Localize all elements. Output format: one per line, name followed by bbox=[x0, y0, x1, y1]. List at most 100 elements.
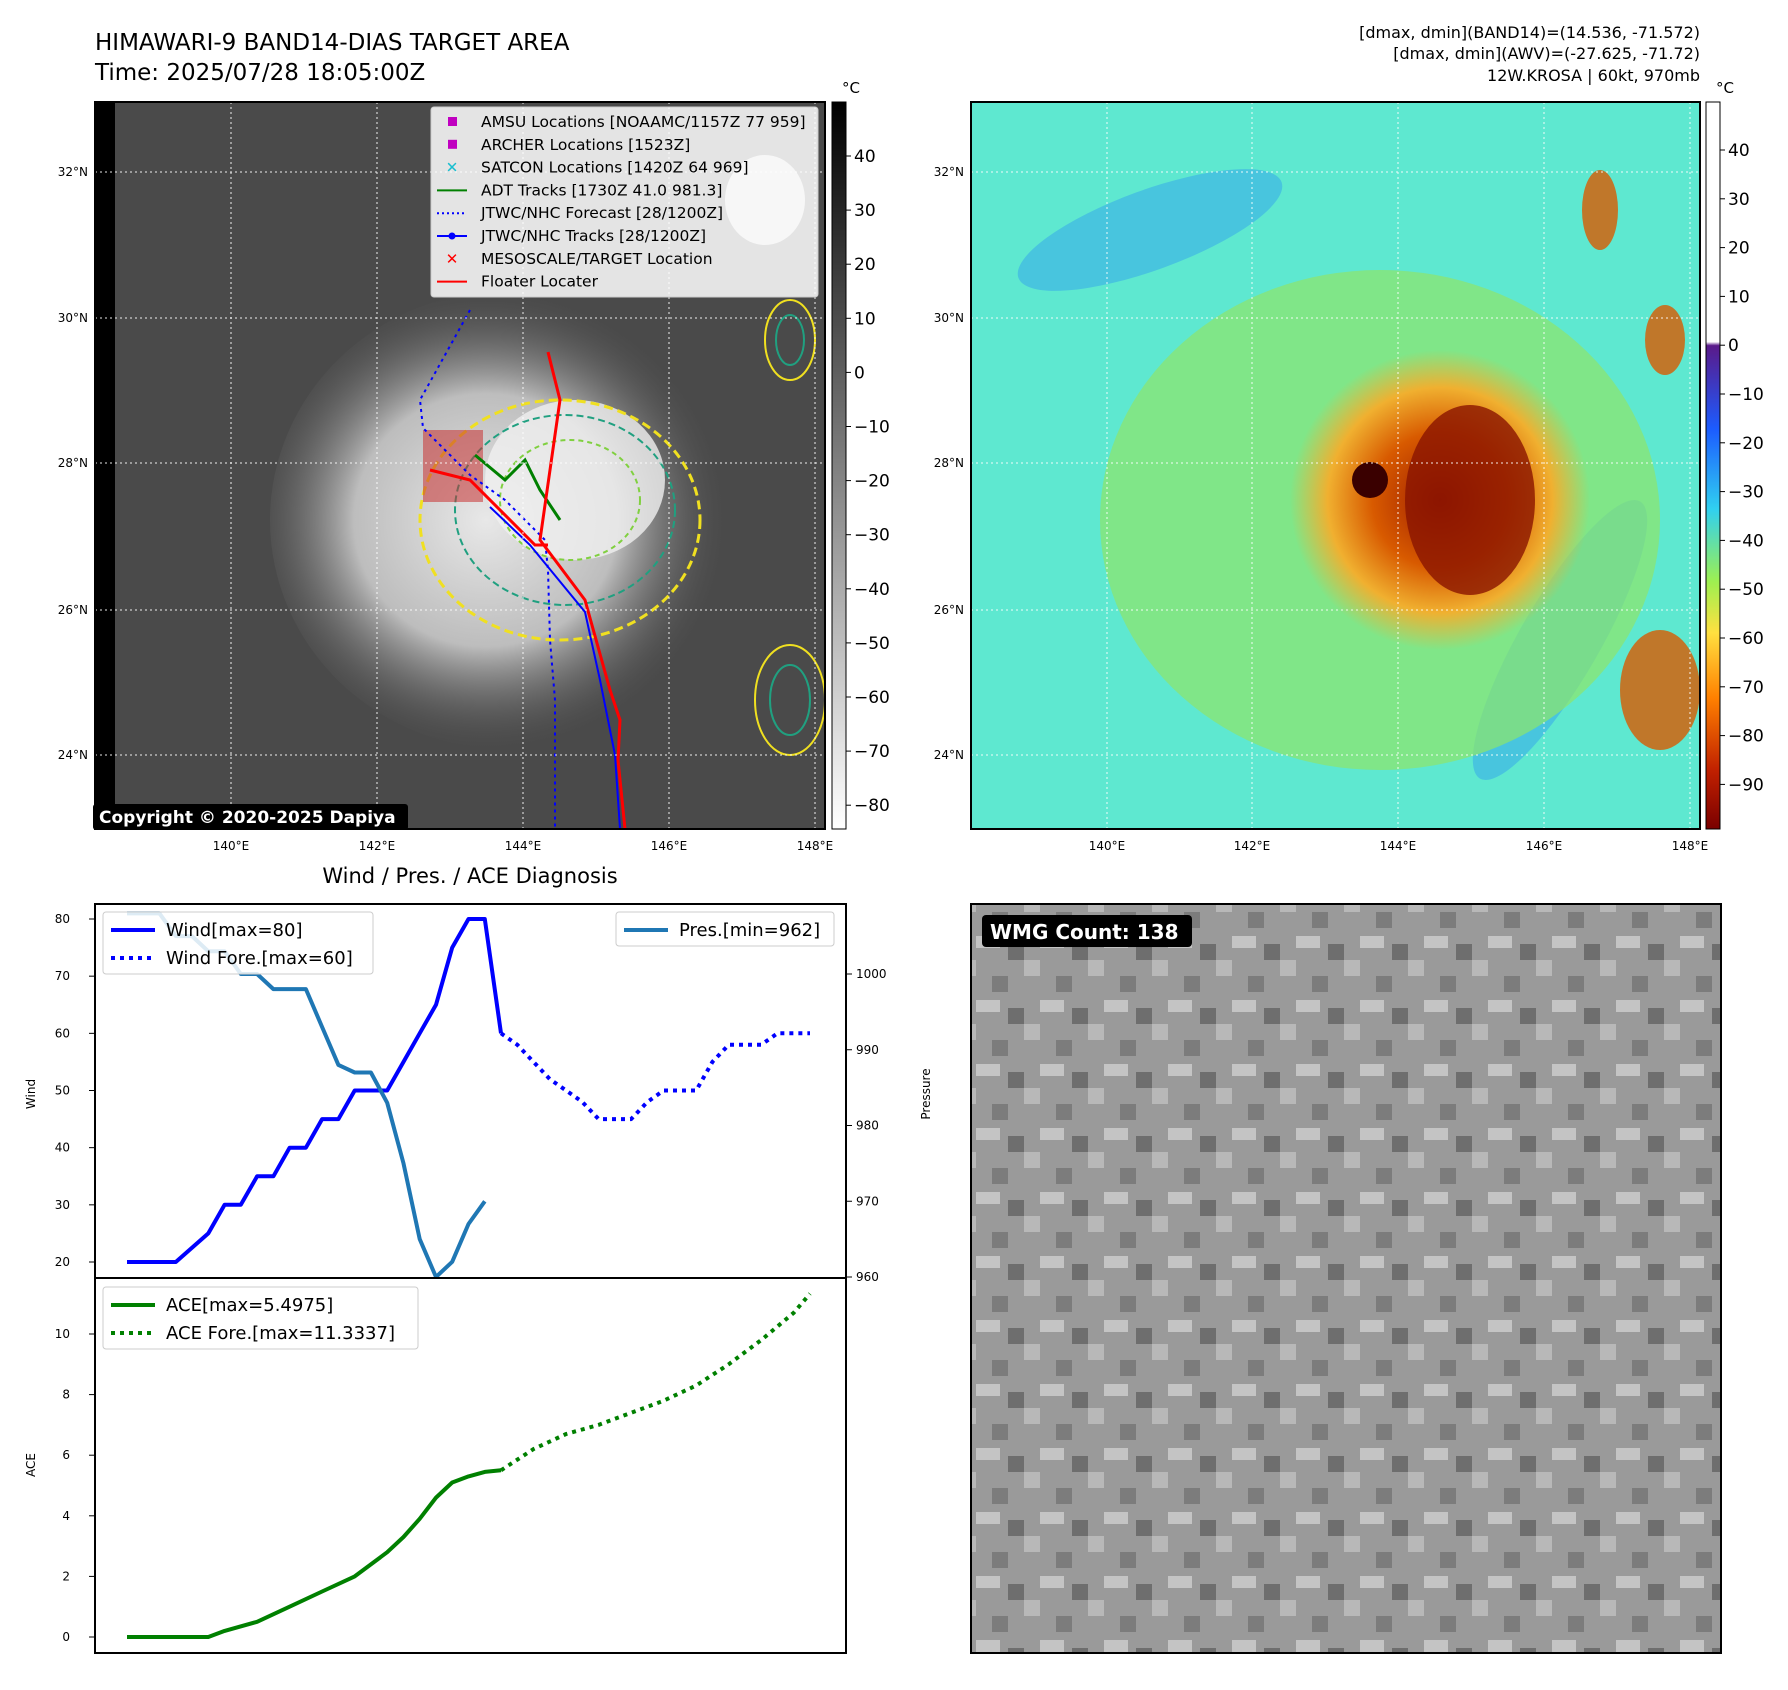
ir-lat-label: 30°N bbox=[58, 311, 88, 325]
colorbar-tick-label: −90 bbox=[1728, 775, 1764, 795]
colorbar-tick-label: 10 bbox=[1728, 287, 1750, 307]
pressure-tick-label: 970 bbox=[856, 1194, 879, 1208]
legend-marker-square bbox=[448, 117, 457, 126]
colorbar-tick-label: −80 bbox=[1728, 727, 1764, 747]
legend-item-label: Floater Locater bbox=[481, 273, 599, 291]
chart-title: Wind / Pres. / ACE Diagnosis bbox=[322, 864, 617, 888]
ace-axis-label: ACE bbox=[24, 1453, 38, 1477]
ir-colorbar: °C 40 30 20 10 0 −10 −20 −30 −40 −50 −60 −70 −80 bbox=[831, 79, 890, 830]
pressure-tick-label: 1000 bbox=[856, 967, 887, 981]
wv-lon-label: 142°E bbox=[1234, 839, 1271, 853]
ace-tick-label: 8 bbox=[62, 1388, 70, 1402]
ace-series-line bbox=[127, 1468, 502, 1639]
ir-colorbar-unit: °C bbox=[842, 79, 860, 97]
legend-item: JTWC/NHC Tracks [28/1200Z] bbox=[437, 227, 706, 245]
colorbar-tick-label: −20 bbox=[1728, 434, 1764, 454]
colorbar-tick-label: 30 bbox=[1728, 190, 1750, 210]
wmg-count-label: WMG Count: 138 bbox=[990, 920, 1179, 944]
ace-forecast-series-line bbox=[499, 1292, 812, 1472]
legend-marker-x: ✕ bbox=[446, 250, 459, 268]
wind-axis-label: Wind bbox=[24, 1079, 38, 1109]
pressure-tick-label: 990 bbox=[856, 1043, 879, 1057]
ace-fore-legend-label: ACE Fore.[max=11.3337] bbox=[166, 1323, 395, 1344]
legend-item-label: MESOSCALE/TARGET Location bbox=[481, 250, 713, 268]
ir-lon-label: 140°E bbox=[213, 839, 250, 853]
wind-fore-legend-label: Wind Fore.[max=60] bbox=[166, 948, 353, 969]
ir-lon-labels: 140°E 142°E 144°E 146°E 148°E bbox=[213, 839, 834, 853]
ir-lat-label: 32°N bbox=[58, 165, 88, 179]
colorbar-tick-label: −60 bbox=[854, 688, 890, 708]
colorbar-tick-label: −10 bbox=[854, 418, 890, 438]
legend-item: JTWC/NHC Forecast [28/1200Z] bbox=[437, 204, 723, 222]
colorbar-tick-label: −70 bbox=[1728, 678, 1764, 698]
wind-tick-label: 30 bbox=[55, 1198, 70, 1212]
colorbar-tick-label: 0 bbox=[854, 363, 865, 383]
legend-item-label: SATCON Locations [1420Z 64 969] bbox=[481, 159, 749, 177]
colorbar-tick-label: −70 bbox=[854, 742, 890, 762]
wv-colorbar: °C 40 30 20 10 0 −10 −20 −30 −40 −50 −60 −70 −80 −90 bbox=[1705, 79, 1764, 830]
storm-info-label: 12W.KROSA | 60kt, 970mb bbox=[1487, 66, 1700, 85]
ace-tick-label: 6 bbox=[62, 1448, 70, 1462]
wv-lat-labels: 32°N 30°N 28°N 26°N 24°N bbox=[934, 165, 964, 762]
map-legend: AMSU Locations [NOAAMC/1157Z 77 959] ARCH… bbox=[430, 106, 819, 298]
pressure-axis-label: Pressure bbox=[919, 1068, 933, 1119]
ir-lon-label: 142°E bbox=[359, 839, 396, 853]
wv-colorbar-unit: °C bbox=[1716, 79, 1734, 97]
legend-item: ✕ MESOSCALE/TARGET Location bbox=[446, 250, 713, 268]
ir-lat-label: 24°N bbox=[58, 748, 88, 762]
wv-lon-label: 146°E bbox=[1526, 839, 1563, 853]
legend-item: ADT Tracks [1730Z 41.0 981.3] bbox=[437, 181, 722, 199]
colorbar-tick-label: −50 bbox=[854, 634, 890, 654]
colorbar-tick-label: 20 bbox=[1728, 239, 1750, 259]
ace-legend: ACE[max=5.4975] ACE Fore.[max=11.3337] bbox=[102, 1286, 419, 1350]
ir-panel-frame bbox=[94, 101, 826, 830]
legend-item: AMSU Locations [NOAAMC/1157Z 77 959] bbox=[448, 113, 806, 131]
dmax-awv-label: [dmax, dmin](AWV)=(-27.625, -71.72) bbox=[1393, 44, 1700, 63]
legend-item-label: AMSU Locations [NOAAMC/1157Z 77 959] bbox=[481, 113, 806, 131]
wind-legend: Wind[max=80] Wind Fore.[max=60] bbox=[102, 911, 374, 975]
wind-tick-label: 50 bbox=[55, 1084, 70, 1098]
ir-lon-label: 146°E bbox=[651, 839, 688, 853]
wv-lon-label: 148°E bbox=[1672, 839, 1709, 853]
colorbar-tick-label: −40 bbox=[854, 580, 890, 600]
wv-gridlines bbox=[971, 102, 1700, 829]
colorbar-tick-label: −60 bbox=[1728, 629, 1764, 649]
copyright-badge: Copyright © 2020-2025 Dapiya bbox=[93, 804, 408, 830]
ace-tick-label: 4 bbox=[62, 1509, 70, 1523]
legend-item: ✕ SATCON Locations [1420Z 64 969] bbox=[446, 159, 749, 177]
wv-lon-label: 140°E bbox=[1089, 839, 1126, 853]
wind-tick-label: 40 bbox=[55, 1141, 70, 1155]
colorbar-tick-label: −30 bbox=[1728, 483, 1764, 503]
wv-lat-label: 24°N bbox=[934, 748, 964, 762]
ace-tick-label: 10 bbox=[55, 1327, 70, 1341]
wv-lon-labels: 140°E 142°E 144°E 146°E 148°E bbox=[1089, 839, 1709, 853]
wv-image-panel bbox=[971, 102, 1700, 829]
colorbar-tick-label: 40 bbox=[1728, 141, 1750, 161]
colorbar-tick-label: 0 bbox=[1728, 336, 1739, 356]
ir-lat-labels: 32°N 30°N 28°N 26°N 24°N bbox=[58, 165, 88, 762]
pres-legend: Pres.[min=962] bbox=[615, 911, 835, 947]
wmg-panel: WMG Count: 138 bbox=[970, 903, 1722, 1654]
legend-item-label: JTWC/NHC Forecast [28/1200Z] bbox=[480, 204, 723, 222]
wv-lat-label: 28°N bbox=[934, 456, 964, 470]
legend-marker-square bbox=[448, 139, 457, 149]
wind-tick-label: 20 bbox=[55, 1255, 70, 1269]
ace-legend-label: ACE[max=5.4975] bbox=[166, 1295, 333, 1316]
wv-panel-frame bbox=[970, 101, 1701, 830]
wind-tick-label: 70 bbox=[55, 969, 70, 983]
ir-lon-label: 148°E bbox=[797, 839, 834, 853]
wv-lon-label: 144°E bbox=[1380, 839, 1417, 853]
wv-lat-label: 26°N bbox=[934, 603, 964, 617]
ace-tick-label: 2 bbox=[62, 1569, 70, 1583]
legend-marker-dot bbox=[448, 232, 456, 240]
wind-series-line bbox=[127, 917, 503, 1264]
ir-lon-label: 144°E bbox=[505, 839, 542, 853]
colorbar-tick-label: 30 bbox=[854, 201, 876, 221]
pressure-tick-label: 960 bbox=[856, 1270, 879, 1284]
wv-lat-label: 30°N bbox=[934, 311, 964, 325]
colorbar-tick-label: 40 bbox=[854, 147, 876, 167]
colorbar-tick-label: −80 bbox=[854, 796, 890, 816]
wind-forecast-series-line bbox=[499, 1031, 810, 1122]
ir-lat-label: 26°N bbox=[58, 603, 88, 617]
